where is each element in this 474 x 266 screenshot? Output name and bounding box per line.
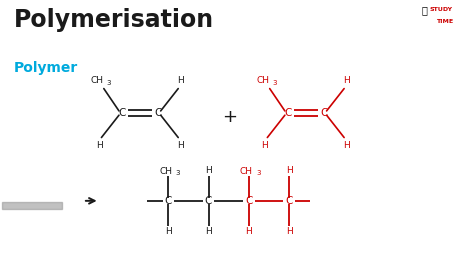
- Text: 3: 3: [256, 171, 261, 176]
- Text: H: H: [177, 76, 184, 85]
- Text: CH: CH: [159, 167, 173, 176]
- Text: 3: 3: [106, 80, 111, 86]
- Text: C: C: [118, 108, 126, 118]
- Text: H: H: [262, 141, 268, 150]
- Text: C: C: [245, 196, 253, 206]
- Text: H: H: [177, 141, 184, 150]
- Text: 🔦: 🔦: [421, 6, 427, 16]
- Text: STUDY: STUDY: [429, 7, 453, 12]
- Text: +: +: [222, 108, 237, 126]
- Text: H: H: [165, 227, 172, 236]
- Text: H: H: [286, 227, 292, 236]
- Text: CH: CH: [90, 76, 103, 85]
- Text: CH: CH: [256, 76, 269, 85]
- Text: H: H: [343, 76, 350, 85]
- Text: C: C: [285, 196, 293, 206]
- Bar: [2, 202, 62, 209]
- Text: 3: 3: [175, 171, 180, 176]
- Text: H: H: [205, 166, 212, 175]
- Text: H: H: [343, 141, 350, 150]
- Text: H: H: [205, 227, 212, 236]
- Text: TIME: TIME: [436, 19, 453, 24]
- Text: C: C: [154, 108, 162, 118]
- Text: 3: 3: [272, 80, 277, 86]
- Text: Polymerisation: Polymerisation: [14, 8, 214, 32]
- Text: H: H: [286, 166, 292, 175]
- Text: C: C: [320, 108, 328, 118]
- Text: H: H: [246, 227, 252, 236]
- Text: C: C: [284, 108, 292, 118]
- Text: CH: CH: [240, 167, 253, 176]
- Text: C: C: [205, 196, 212, 206]
- Text: C: C: [164, 196, 172, 206]
- Text: Polymer: Polymer: [14, 61, 79, 75]
- Text: H: H: [96, 141, 102, 150]
